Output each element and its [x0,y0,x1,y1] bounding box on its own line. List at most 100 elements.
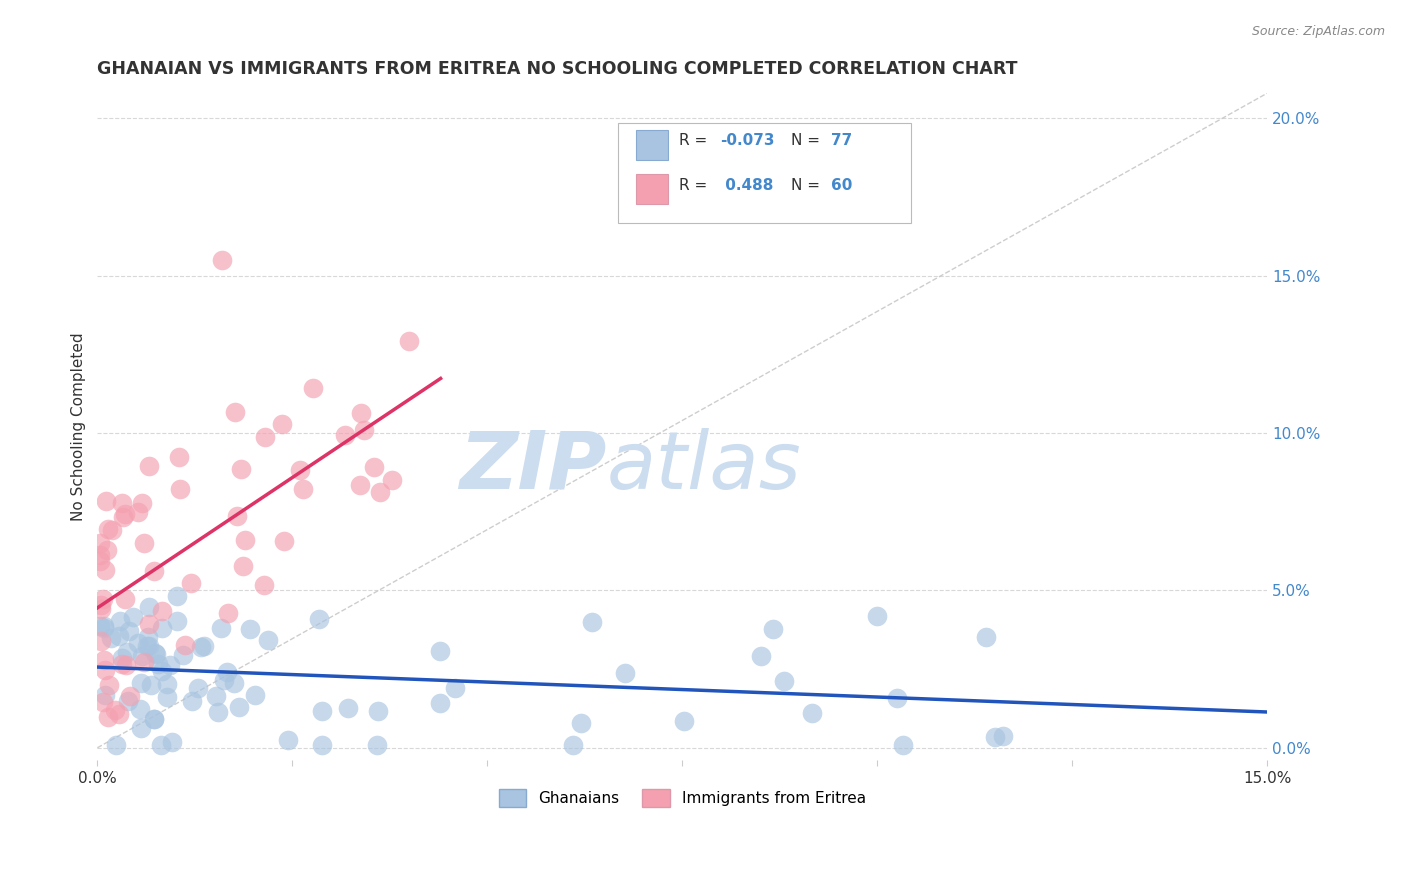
Point [101,524,124,538]
Point [333,428,356,442]
Point [190,640,212,654]
Point [217,665,239,679]
Point [129,721,152,735]
Point [93,621,115,635]
Point [114,592,136,607]
Point [131,496,153,510]
Point [93,591,115,606]
Point [762,622,785,636]
Point [211,252,233,267]
Point [115,645,138,659]
Point [143,646,166,660]
Point [156,677,179,691]
Text: atlas: atlas [606,428,801,506]
Bar [636,129,668,160]
Point [569,715,592,730]
Point [443,681,465,696]
Point [350,406,373,420]
Point [239,622,262,636]
Point [108,630,131,644]
Point [89,554,111,568]
Text: R =: R = [679,133,711,148]
Point [104,738,127,752]
Point [159,657,181,672]
Point [169,482,191,496]
Point [993,730,1015,744]
Point [243,688,266,702]
Point [97,678,120,692]
Y-axis label: No Schooling Completed: No Schooling Completed [72,333,86,521]
Point [111,657,134,671]
Point [311,704,333,718]
Point [150,664,173,678]
Text: 77: 77 [831,133,852,148]
Point [172,648,194,662]
Point [229,461,252,475]
Point [150,604,173,618]
Point [96,542,118,557]
Point [672,714,695,729]
Point [143,565,166,579]
Point [132,655,155,669]
Point [256,633,278,648]
Point [974,630,997,644]
Point [173,639,195,653]
Point [94,688,117,702]
Point [97,710,120,724]
Point [156,690,179,705]
Point [127,505,149,519]
Point [89,535,111,549]
Point [114,507,136,521]
Point [212,673,235,688]
Point [253,578,276,592]
Point [100,631,122,645]
Point [429,643,451,657]
Point [131,649,153,664]
Text: 60: 60 [831,178,852,194]
Point [90,601,112,615]
Point [308,612,330,626]
Point [180,575,202,590]
Bar [636,175,668,204]
Point [893,738,915,752]
Point [253,430,276,444]
Point [187,681,209,695]
Text: GHANAIAN VS IMMIGRANTS FROM ERITREA NO SCHOOLING COMPLETED CORRELATION CHART: GHANAIAN VS IMMIGRANTS FROM ERITREA NO S… [97,60,1018,78]
Point [93,619,115,633]
Point [866,608,889,623]
Point [614,665,637,680]
Point [561,738,583,752]
Point [94,563,117,577]
Point [104,703,127,717]
Point [97,522,120,536]
FancyBboxPatch shape [619,123,911,223]
Point [138,459,160,474]
Point [142,712,165,726]
Point [121,609,143,624]
Point [96,493,118,508]
Text: N =: N = [792,178,825,194]
Point [217,606,239,620]
Point [205,689,228,703]
Point [136,639,159,653]
Point [134,535,156,549]
Text: 0.488: 0.488 [720,178,773,194]
Point [291,482,314,496]
Point [169,450,191,464]
Point [302,381,325,395]
Point [166,614,188,628]
Point [115,657,138,672]
Point [277,732,299,747]
Point [93,653,115,667]
Point [166,589,188,603]
Point [398,334,420,348]
Point [90,599,112,613]
Point [141,678,163,692]
Point [90,634,112,648]
Point [118,624,141,639]
Point [149,738,172,752]
Text: N =: N = [792,133,825,148]
Point [138,617,160,632]
Point [336,701,359,715]
Point [94,663,117,677]
